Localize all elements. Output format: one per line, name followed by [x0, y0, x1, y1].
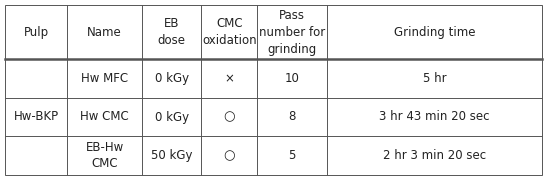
Text: 0 kGy: 0 kGy: [155, 111, 189, 123]
Text: CMC
oxidation: CMC oxidation: [202, 17, 257, 47]
Text: Hw MFC: Hw MFC: [81, 72, 128, 85]
Text: EB-Hw
CMC: EB-Hw CMC: [85, 141, 124, 170]
Text: 10: 10: [285, 72, 300, 85]
Text: Hw CMC: Hw CMC: [80, 111, 129, 123]
Text: 8: 8: [289, 111, 296, 123]
Text: Grinding time: Grinding time: [394, 26, 475, 39]
Text: ○: ○: [224, 149, 235, 162]
Text: Pass
number for
grinding: Pass number for grinding: [259, 9, 325, 56]
Text: 2 hr 3 min 20 sec: 2 hr 3 min 20 sec: [383, 149, 486, 162]
Text: ○: ○: [224, 111, 235, 123]
Text: 0 kGy: 0 kGy: [155, 72, 189, 85]
Text: Pulp: Pulp: [24, 26, 49, 39]
Text: 5: 5: [289, 149, 296, 162]
Text: 3 hr 43 min 20 sec: 3 hr 43 min 20 sec: [379, 111, 490, 123]
Text: EB
dose: EB dose: [158, 17, 185, 47]
Text: 5 hr: 5 hr: [422, 72, 446, 85]
Text: ×: ×: [224, 72, 234, 85]
Text: 50 kGy: 50 kGy: [151, 149, 193, 162]
Text: Hw-BKP: Hw-BKP: [14, 111, 59, 123]
Text: Name: Name: [88, 26, 122, 39]
